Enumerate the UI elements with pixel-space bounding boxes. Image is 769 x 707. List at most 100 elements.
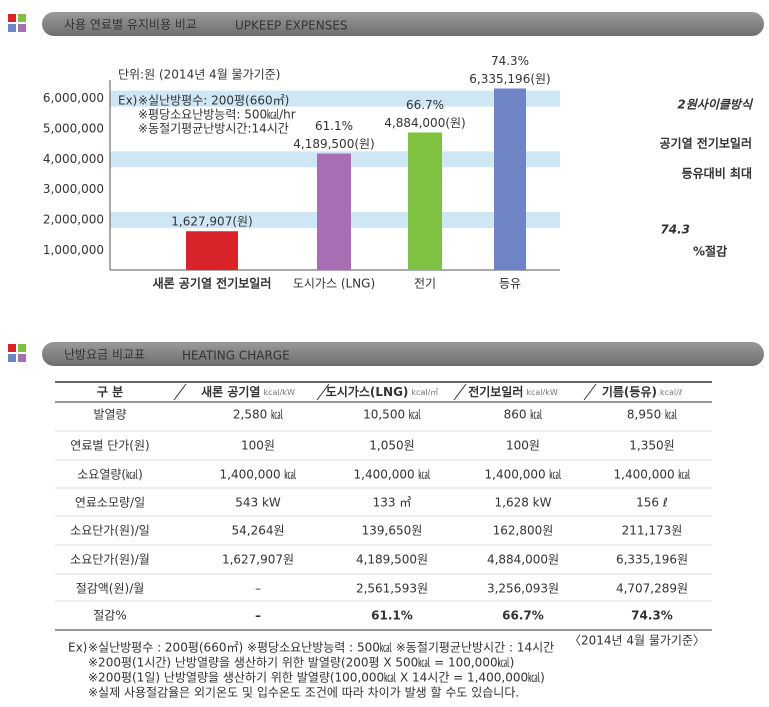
table-cell: 66.7% — [502, 609, 544, 623]
table-cell: 543 kW — [235, 496, 281, 510]
header-divider — [583, 383, 597, 401]
header-divider — [316, 383, 330, 401]
table-cell: 156 ℓ — [636, 496, 668, 510]
promo-suffix: %절감 — [693, 244, 727, 259]
y-tick-label: 1,000,000 — [43, 243, 104, 257]
footnote-line: ※실난방평수 : 200평(660㎡) ※평당소요난방능력 : 500㎉ ※동절… — [88, 641, 554, 655]
header-cell: 기름(등유) kcal/ℓ — [602, 384, 682, 399]
table-cell: 4,707,289원 — [616, 582, 688, 596]
header-icon — [18, 354, 26, 362]
table-cell: 74.3% — [631, 609, 673, 623]
table-cell: 소요단가(원)/일 — [70, 524, 150, 538]
table-cell: 133 ㎥ — [373, 496, 412, 510]
value-label: 1,627,907(원) — [171, 215, 252, 229]
table-cell: 2,580 ㎉ — [233, 408, 283, 422]
table-cell: 1,627,907원 — [222, 553, 294, 567]
header-icon — [18, 344, 26, 352]
header-bar — [42, 342, 764, 366]
header-label: 도시가스(LNG) — [326, 384, 409, 399]
x-tick-label: 도시가스 (LNG) — [293, 277, 375, 291]
table-cell: 절감% — [93, 609, 126, 623]
table-cell: 1,350원 — [629, 439, 674, 453]
header-unit: kcal/ℓ — [660, 388, 682, 397]
table-cell: – — [255, 609, 261, 623]
promo-line: 등유대비 최대 — [682, 166, 752, 181]
table-cell: 1,400,000 ㎉ — [220, 468, 297, 482]
header-cell: 전기보일러 kcal/kW — [468, 384, 558, 399]
header-divider — [453, 383, 467, 401]
table-cell: 1,400,000 ㎉ — [614, 468, 691, 482]
header-icon — [8, 24, 16, 32]
table-cell: 10,500 ㎉ — [363, 408, 421, 422]
section-subtitle: UPKEEP EXPENSES — [235, 19, 348, 33]
bar — [317, 153, 351, 270]
header-divider — [173, 383, 187, 401]
table-cell: 연료별 단가(원) — [70, 439, 149, 453]
table-cell: 2,561,593원 — [356, 582, 428, 596]
table-cell: 소요단가(원)/월 — [70, 553, 150, 567]
table-cell: – — [255, 582, 261, 596]
percent-label: 66.7% — [406, 98, 444, 112]
bar — [494, 88, 526, 271]
table-cell: 61.1% — [371, 609, 413, 623]
table-cell: 1,400,000 ㎉ — [354, 468, 431, 482]
table-cell: 860 ㎉ — [504, 408, 543, 422]
percent-label: 74.3% — [491, 54, 529, 68]
grid-band — [110, 90, 560, 107]
example-line: ※실난방평수: 200평(660㎡) — [138, 94, 289, 108]
value-label: 6,335,196(원) — [469, 72, 550, 86]
y-tick-label: 6,000,000 — [43, 91, 104, 105]
header-label: 새론 공기열 — [201, 384, 260, 399]
section-title: 난방요금 비교표 — [64, 348, 145, 362]
header-bar — [42, 12, 764, 36]
y-tick-label: 5,000,000 — [43, 121, 104, 135]
example-line: ※동절기평균난방시간:14시간 — [138, 122, 289, 136]
header-unit: kcal/kW — [526, 388, 557, 397]
header-unit: kcal/㎥ — [411, 388, 438, 397]
footnote-line: ※200평(1일) 난방열량을 생산하기 위한 발열량(100,000㎉ X 1… — [88, 671, 545, 685]
header-cell: 구 분 — [97, 385, 123, 399]
table-cell: 4,884,000원 — [487, 553, 559, 567]
header-icon — [8, 354, 16, 362]
header-unit: kcal/kW — [263, 388, 294, 397]
header-icon — [18, 14, 26, 22]
value-label: 4,189,500(원) — [293, 137, 374, 151]
x-tick-label: 새론 공기열 전기보일러 — [153, 276, 272, 291]
table-cell: 6,335,196원 — [616, 553, 688, 567]
table-cell: 139,650원 — [362, 524, 423, 538]
header-label: 기름(등유) — [602, 384, 657, 399]
header-label: 전기보일러 — [468, 384, 523, 399]
example-prefix: Ex) — [118, 94, 137, 108]
y-tick-label: 2,000,000 — [43, 212, 104, 226]
header-icon — [8, 344, 16, 352]
table-cell: 8,950 ㎉ — [627, 408, 677, 422]
table-cell: 소요열량(㎉) — [77, 468, 143, 482]
table-cell: 1,628 kW — [495, 496, 552, 510]
table-cell: 1,400,000 ㎉ — [485, 468, 562, 482]
table-cell: 발열량 — [93, 408, 126, 422]
y-tick-label: 3,000,000 — [43, 182, 104, 196]
y-tick-label: 4,000,000 — [43, 152, 104, 166]
percent-label: 61.1% — [315, 119, 353, 133]
header-label: 구 분 — [97, 385, 123, 399]
promo-line: 공기열 전기보일러 — [660, 136, 753, 151]
header-cell: 새론 공기열 kcal/kW — [201, 384, 295, 399]
example-line: ※평당소요난방능력: 500㎉/hr — [138, 108, 296, 122]
table-cell: 3,256,093원 — [487, 582, 559, 596]
value-label: 4,884,000(원) — [384, 116, 465, 130]
table-cell: 100원 — [506, 439, 540, 453]
bar — [408, 132, 442, 270]
table-cell: 연료소모량/일 — [75, 496, 145, 510]
footnote-line: ※실제 사용절감율은 외기온도 및 입수온도 조건에 따라 차이가 발생 할 수… — [88, 686, 519, 700]
table-cell: 162,800원 — [493, 524, 554, 538]
unit-note: 단위:원 (2014년 4월 물가기준) — [118, 68, 280, 82]
table-cell: 211,173원 — [622, 524, 683, 538]
table-cell: 절감액(원)/월 — [76, 582, 145, 596]
table-note: 〈2014년 4월 물가기준〉 — [569, 634, 705, 648]
header-cell: 도시가스(LNG) kcal/㎥ — [326, 384, 439, 399]
table-cell: 4,189,500원 — [356, 553, 428, 567]
table-cell: 100원 — [241, 439, 275, 453]
section-title: 사용 연료별 유지비용 비교 — [64, 18, 197, 32]
promo-line: 2원사이클방식 — [677, 98, 754, 112]
